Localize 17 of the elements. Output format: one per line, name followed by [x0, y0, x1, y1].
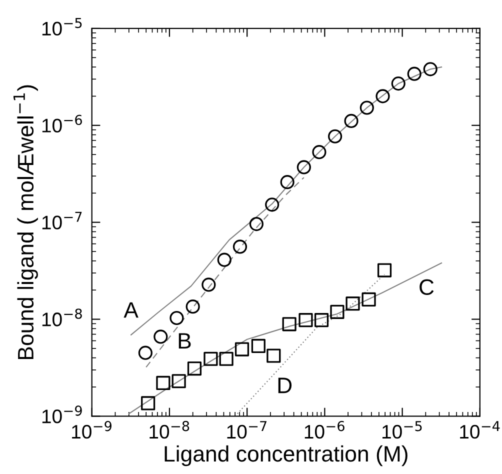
x-tick-label: 10$^{−9}$ [72, 420, 112, 439]
x-axis-title: Ligand concentration (M) [164, 445, 408, 466]
y-tick-label: 10$^{−8}$ [42, 308, 82, 326]
x-tick-label: 10$^{−8}$ [150, 420, 190, 439]
series-label: C [420, 279, 434, 296]
series-label: A [124, 302, 138, 318]
x-tick-label: 10$^{−5}$ [382, 421, 422, 439]
y-tick-label: 10$^{−9}$ [42, 406, 82, 424]
x-tick-label: 10$^{−4}$ [460, 421, 500, 439]
y-tick-label: 10$^{−7}$ [42, 212, 82, 230]
x-tick-label: 10$^{−7}$ [227, 421, 267, 439]
x-tick-label: 10$^{−6}$ [304, 420, 344, 439]
series-label: B [178, 333, 191, 349]
y-tick-label: 10$^{−5}$ [42, 18, 82, 36]
y-tick-label: 10$^{−6}$ [42, 114, 82, 132]
series-label: D [278, 378, 292, 394]
y-axis-title: Bound ligand ( molÆwell$^{−1}$) [14, 85, 38, 360]
